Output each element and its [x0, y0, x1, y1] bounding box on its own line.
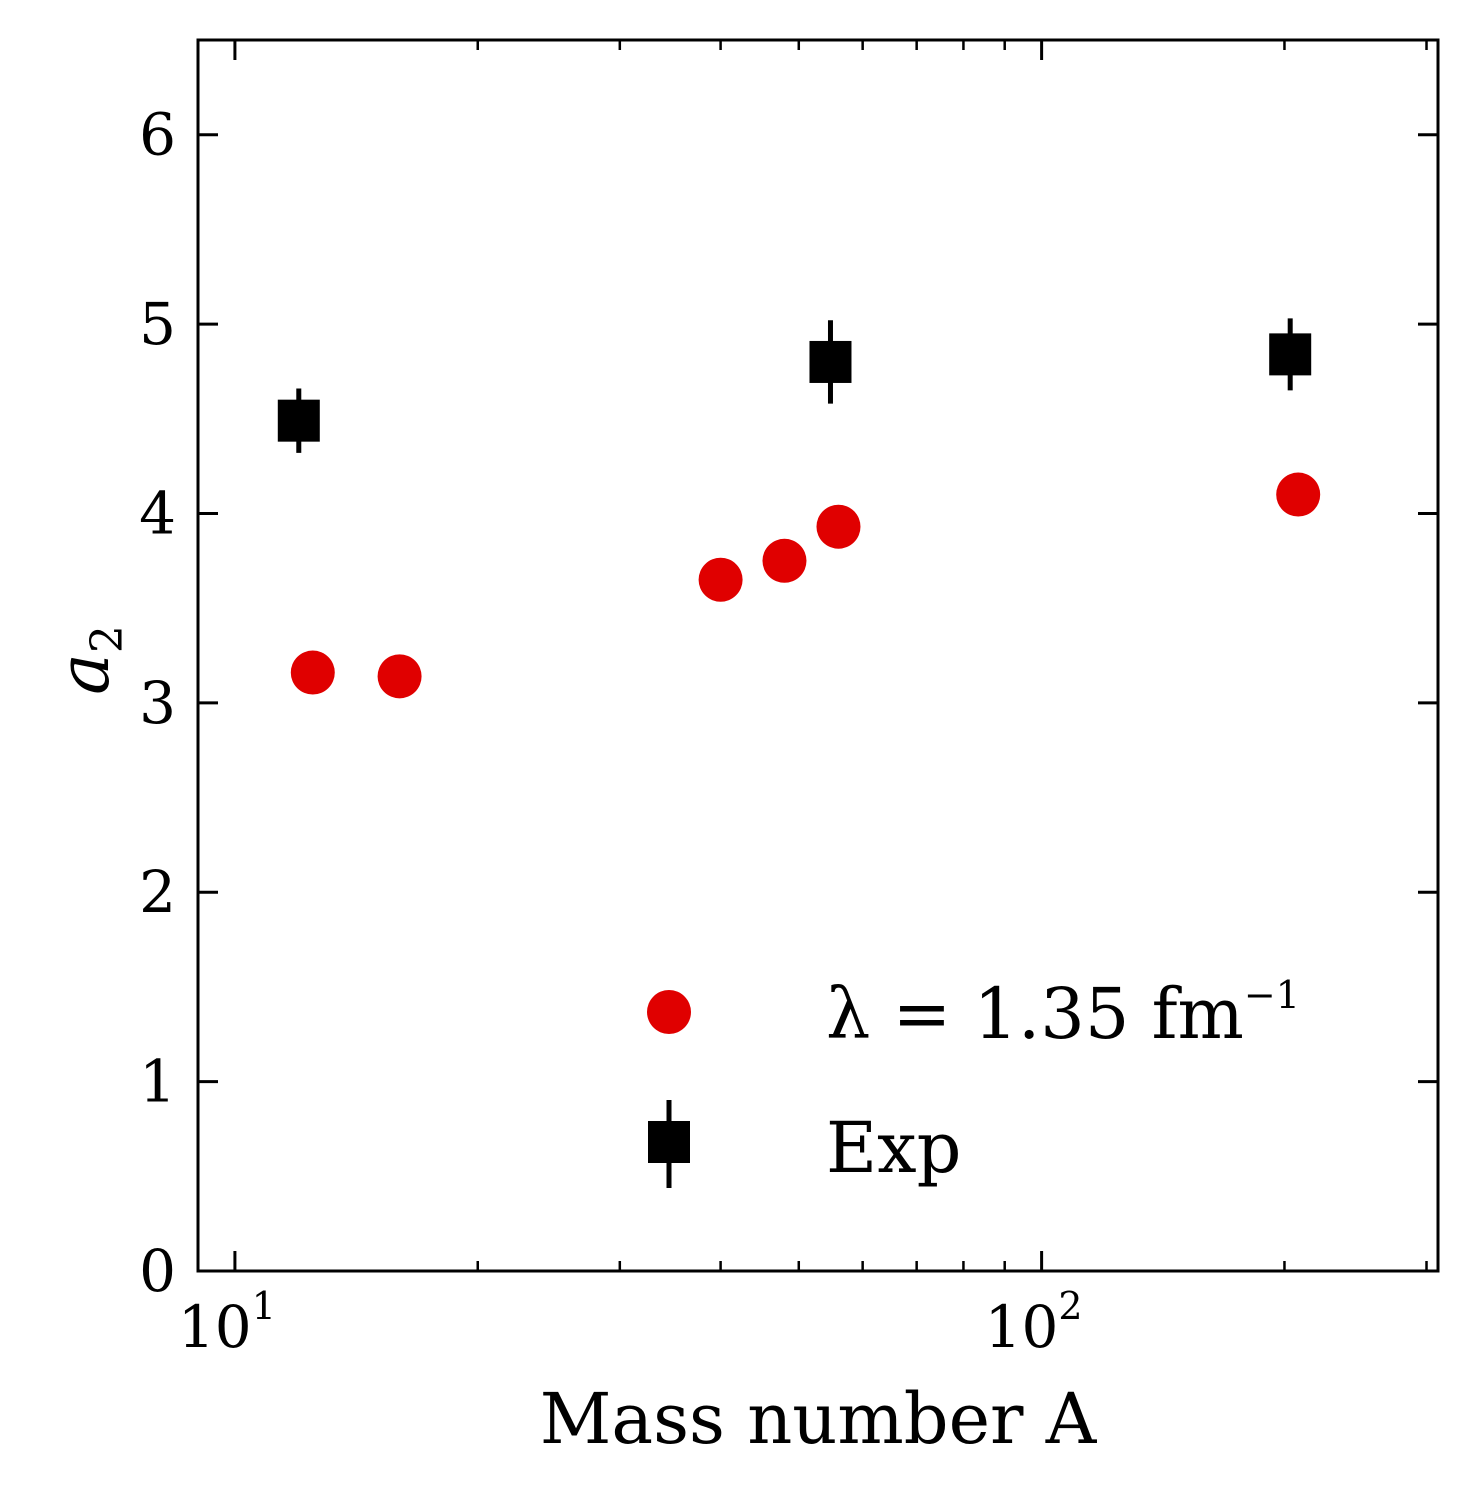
- exp-point: [1269, 318, 1312, 391]
- axis-ticks: [198, 40, 1438, 1273]
- legend: λ = 1.35 fm−1 Exp: [647, 973, 1300, 1189]
- legend-label-exp: Exp: [826, 1107, 961, 1189]
- square-marker: [809, 340, 852, 383]
- x-tick-label-base: 10: [985, 1293, 1059, 1361]
- exp-point: [809, 320, 852, 404]
- x-tick-label: 102: [985, 1284, 1083, 1361]
- legend-label-theory-sup: −1: [1244, 973, 1300, 1017]
- y-axis-label-symbol: a: [43, 653, 125, 695]
- legend-label-theory: λ = 1.35 fm−1: [826, 973, 1300, 1055]
- y-tick-label: 4: [139, 479, 176, 547]
- y-tick-label: 1: [139, 1048, 176, 1116]
- x-tick-label: 101: [178, 1284, 276, 1361]
- exp-point: [277, 388, 320, 453]
- plot-frame: [196, 38, 1440, 1273]
- y-tick-label: 0: [139, 1237, 176, 1305]
- theory-point: [816, 504, 861, 549]
- y-axis-label: a2: [43, 625, 133, 695]
- y-tick-label: 2: [139, 858, 176, 926]
- x-axis-label: Mass number A: [540, 1378, 1098, 1460]
- legend-square-marker: [648, 1100, 690, 1188]
- legend-circle-marker: [647, 990, 691, 1034]
- y-tick-label: 5: [139, 290, 176, 358]
- square-marker: [277, 399, 320, 442]
- legend-marker-theory: [647, 990, 691, 1034]
- theory-point: [1276, 472, 1321, 517]
- theory-point: [377, 654, 422, 699]
- y-axis-label-subscript: 2: [82, 625, 133, 653]
- x-tick-label-exponent: 2: [1058, 1284, 1082, 1328]
- square-marker: [648, 1121, 690, 1163]
- theory-point: [762, 538, 807, 583]
- y-tick-label: 6: [139, 101, 176, 169]
- y-tick-label: 3: [139, 669, 176, 737]
- theory-point: [698, 557, 743, 602]
- x-tick-label-exponent: 1: [252, 1284, 276, 1328]
- theory-point: [290, 650, 335, 695]
- x-tick-label-base: 10: [178, 1293, 252, 1361]
- legend-marker-exp: [648, 1100, 690, 1188]
- legend-label-theory-text: λ = 1.35 fm: [826, 973, 1244, 1055]
- data-points: [277, 318, 1321, 699]
- x-tick-labels: 101 102: [178, 1284, 1083, 1361]
- y-tick-labels: 0 1 2 3 4 5 6: [139, 101, 176, 1305]
- square-marker: [1269, 333, 1312, 376]
